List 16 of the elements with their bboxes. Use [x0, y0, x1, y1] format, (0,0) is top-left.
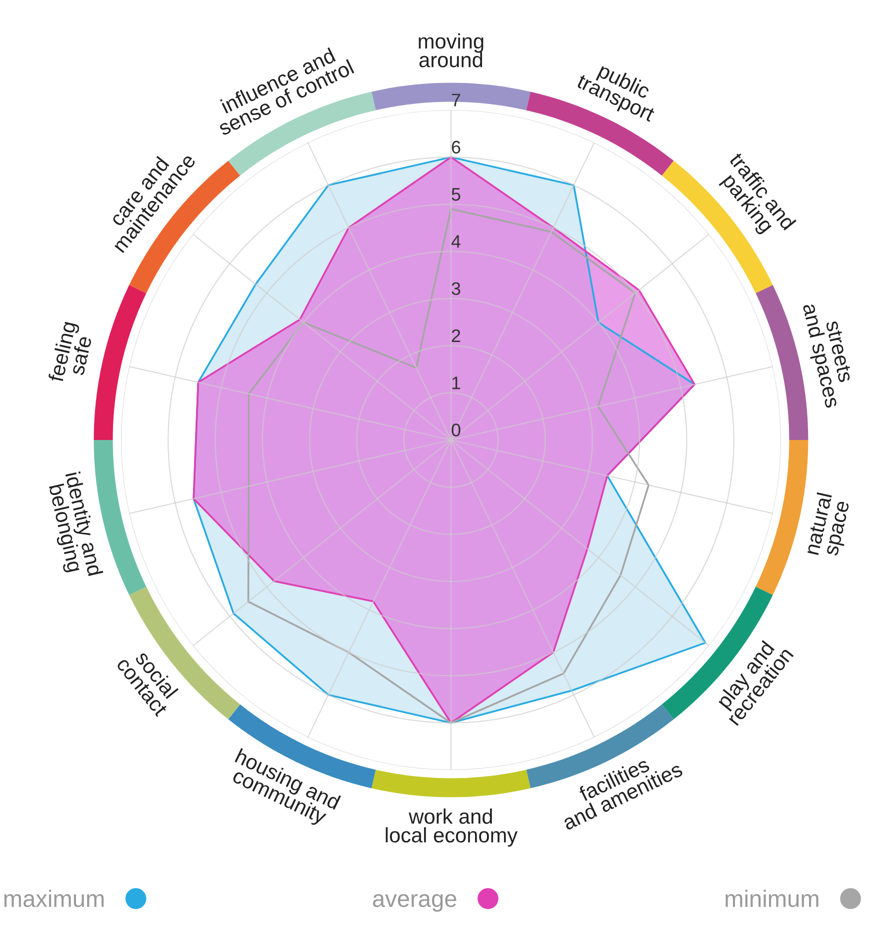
- spoke-label: work and local economy: [386, 808, 518, 847]
- y-tick-label: 2: [452, 329, 460, 342]
- y-tick-label: 4: [451, 235, 461, 248]
- legend-label: minimum: [726, 890, 818, 908]
- spoke-label: moving around: [418, 33, 484, 68]
- spoke-label: streets and spaces: [798, 302, 853, 410]
- spoke-label: natural space: [804, 492, 854, 558]
- y-tick-label: 3: [452, 282, 460, 296]
- legend-label: maximum: [4, 890, 104, 908]
- y-tick-label: 0: [452, 424, 460, 436]
- y-tick-label: 5: [452, 188, 460, 201]
- y-tick-label: 1: [452, 376, 460, 390]
- spoke-label: identity and belonging: [44, 471, 104, 577]
- y-tick-label: 6: [452, 140, 460, 154]
- spoke-label: feeling safe: [48, 320, 92, 384]
- legend-label: average: [372, 894, 456, 912]
